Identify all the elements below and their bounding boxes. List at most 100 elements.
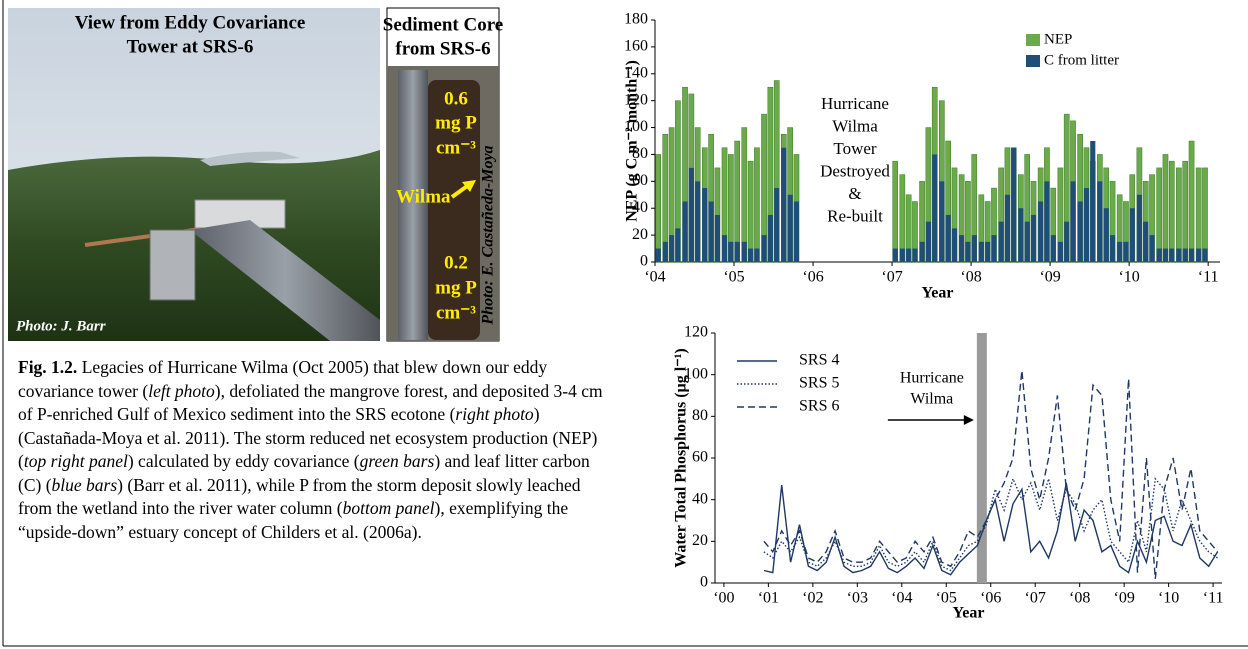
bar: [892, 160, 899, 263]
y-tick-label: 120: [624, 91, 648, 108]
x-tick-label: ‘09: [1113, 590, 1134, 607]
annotation: Wilma: [832, 116, 878, 135]
bar: [655, 248, 661, 262]
x-tick-label: ‘00: [713, 590, 734, 607]
bar: [1176, 167, 1182, 263]
bar: [675, 228, 681, 262]
photo-river: [200, 151, 300, 166]
bar: [662, 241, 668, 262]
x-tick-label: ‘06: [802, 269, 823, 286]
y-tick-label: 0: [700, 574, 708, 591]
event-band: [976, 333, 987, 583]
bar: [734, 241, 740, 262]
bar: [774, 188, 780, 262]
photo-ruler: [398, 70, 428, 340]
bar: [971, 235, 977, 262]
annotation: &: [848, 184, 861, 203]
bar: [1149, 235, 1155, 262]
bar: [1044, 181, 1050, 262]
legend-label: NEP: [1044, 31, 1072, 47]
bar: [781, 147, 787, 262]
photo-title: Tower at SRS-6: [127, 36, 254, 57]
bar: [998, 221, 1004, 262]
line-series: [763, 482, 1219, 576]
bar: [1162, 154, 1169, 263]
legend-label: SRS 6: [799, 398, 839, 415]
x-tick-label: ‘06: [980, 590, 1001, 607]
bar: [1077, 201, 1083, 262]
bar: [951, 228, 958, 262]
bar: [1168, 160, 1175, 263]
annotation: Destroyed: [820, 161, 890, 180]
y-tick-label: 60: [632, 172, 648, 189]
x-tick-label: ‘01: [758, 590, 779, 607]
line-series: [763, 370, 1219, 579]
caption-text: ), exemplifying the “upside-down” estuar…: [18, 498, 569, 542]
bar: [714, 214, 720, 262]
bar: [1196, 248, 1202, 262]
bar: [761, 235, 767, 262]
bar: [767, 214, 773, 262]
y-tick-label: 100: [624, 118, 648, 135]
bar: [1162, 248, 1169, 262]
bar: [1202, 248, 1208, 262]
x-tick-label: ‘08: [1069, 590, 1090, 607]
caption-text: Legacies of Hurricane Wilma (Oct 2005) t…: [18, 357, 548, 401]
x-tick-label: ‘08: [960, 269, 981, 286]
caption-text: ) (Castañada-Moya et al. 2011). The stor…: [18, 404, 598, 471]
legend-swatch: [1026, 34, 1040, 46]
legend-label: SRS 4: [799, 352, 839, 369]
core-label: mg P: [435, 112, 477, 133]
bar: [1090, 141, 1096, 262]
bar: [1188, 248, 1195, 262]
bar: [695, 181, 701, 262]
photo-title: from SRS-6: [395, 38, 490, 59]
bar: [708, 201, 714, 262]
y-axis-label: Water Total Phosphorus (µg l⁻¹): [673, 348, 690, 568]
x-tick-label: ‘02: [802, 590, 823, 607]
bar: [1004, 194, 1011, 262]
bar: [1202, 167, 1208, 263]
bar: [748, 248, 754, 262]
bar: [702, 188, 708, 262]
bar: [688, 167, 694, 262]
caption-text: bottom panel: [342, 498, 435, 518]
x-tick-label: ‘07: [1025, 590, 1046, 607]
bar: [1169, 248, 1175, 262]
core-label: 0.2: [444, 252, 468, 273]
bar: [906, 248, 912, 262]
x-tick-label: ‘04: [891, 590, 912, 607]
y-tick-label: 0: [640, 253, 648, 270]
core-label: cm⁻³: [436, 302, 476, 323]
bar: [899, 248, 905, 262]
y-tick-label: 20: [632, 226, 648, 243]
bar: [728, 241, 734, 262]
core-arrowhead: [462, 180, 476, 192]
bar: [919, 241, 925, 262]
bar: [985, 241, 991, 262]
bar: [1143, 221, 1149, 262]
bar: [1011, 147, 1017, 262]
core-label: mg P: [435, 277, 477, 298]
x-tick-label: ‘04: [644, 269, 665, 286]
y-tick-label: 80: [692, 407, 708, 424]
bar: [978, 241, 984, 262]
bar: [655, 154, 661, 263]
photo-title: View from Eddy Covariance: [75, 12, 306, 33]
annotation: Hurricane: [900, 370, 964, 387]
photo-credit: Photo: J. Barr: [16, 318, 106, 334]
bar: [1182, 160, 1189, 263]
x-axis-label: Year: [922, 285, 954, 302]
bar: [932, 154, 938, 262]
x-tick-label: ‘07: [881, 269, 902, 286]
bar: [1024, 221, 1030, 262]
bar: [1050, 235, 1056, 262]
x-tick-label: ‘05: [936, 590, 957, 607]
bar: [793, 201, 800, 262]
y-tick-label: 180: [624, 11, 648, 28]
x-tick-label: ‘09: [1039, 269, 1060, 286]
caption-text: ) and leaf litter carbon (C) (: [18, 451, 590, 495]
x-tick-label: ‘11: [1198, 269, 1219, 286]
bar: [787, 194, 793, 262]
